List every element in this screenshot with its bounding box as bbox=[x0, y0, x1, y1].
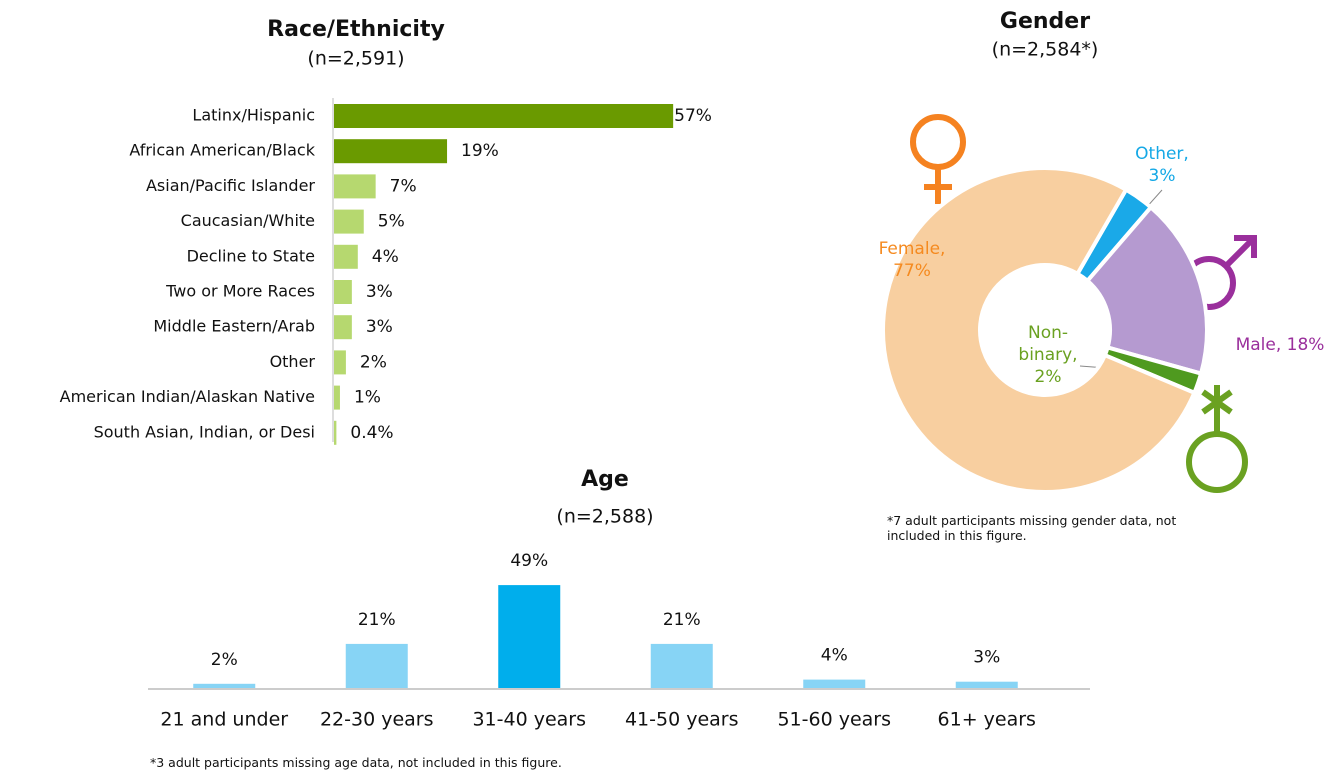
value-label: 7% bbox=[390, 176, 417, 196]
slice-label: Other, 3% bbox=[1135, 144, 1189, 186]
category-label: Two or More Races bbox=[165, 282, 315, 301]
bar bbox=[334, 139, 448, 164]
donut-slice bbox=[1084, 204, 1209, 377]
bar bbox=[334, 244, 358, 269]
bar bbox=[803, 679, 866, 688]
category-label: Latinx/Hispanic bbox=[192, 106, 315, 125]
bar bbox=[498, 585, 561, 688]
gender-subtitle: (n=2,584*) bbox=[992, 39, 1099, 61]
category-label: 51-60 years bbox=[777, 709, 891, 731]
age-note: *3 adult participants missing age data, … bbox=[150, 755, 562, 770]
bar bbox=[334, 280, 352, 304]
value-label: 21% bbox=[358, 610, 396, 630]
value-label: 3% bbox=[366, 317, 393, 337]
bar bbox=[334, 104, 674, 128]
donut-slice bbox=[880, 166, 1197, 494]
bar bbox=[345, 643, 408, 688]
category-label: Middle Eastern/Arab bbox=[153, 317, 315, 336]
category-label: African American/Black bbox=[129, 141, 315, 160]
value-label: 1% bbox=[354, 388, 381, 408]
bar bbox=[334, 385, 340, 410]
bar bbox=[334, 315, 352, 340]
slice-label: Non-binary, 2% bbox=[1018, 323, 1077, 387]
value-label: 2% bbox=[211, 650, 238, 670]
nonbinary-symbol bbox=[1186, 385, 1248, 493]
category-label: 41-50 years bbox=[625, 709, 739, 731]
category-label: American Indian/Alaskan Native bbox=[60, 387, 315, 406]
value-label: 57% bbox=[674, 106, 712, 126]
value-label: 2% bbox=[360, 352, 387, 372]
value-label: 4% bbox=[372, 247, 399, 267]
value-label: 4% bbox=[821, 646, 848, 666]
value-label: 3% bbox=[973, 648, 1000, 668]
slice-label: Male, 18% bbox=[1236, 335, 1325, 355]
value-label: 3% bbox=[366, 282, 393, 302]
bar bbox=[955, 681, 1018, 688]
bar bbox=[334, 350, 346, 375]
category-label: Decline to State bbox=[187, 246, 315, 265]
category-label: 21 and under bbox=[160, 709, 288, 731]
slice-label: Female, 77% bbox=[879, 239, 946, 281]
age-title: Age bbox=[581, 467, 629, 492]
gender-note: *7 adult participants missing gender dat… bbox=[887, 513, 1177, 543]
bar bbox=[334, 209, 364, 234]
race-title: Race/Ethnicity bbox=[267, 17, 445, 42]
bar bbox=[650, 643, 713, 688]
value-label: 19% bbox=[461, 141, 499, 161]
race-subtitle: (n=2,591) bbox=[307, 48, 404, 70]
category-label: 31-40 years bbox=[472, 709, 586, 731]
gender-title: Gender bbox=[1000, 9, 1090, 34]
category-label: Asian/Pacific Islander bbox=[146, 176, 315, 195]
value-label: 21% bbox=[663, 610, 701, 630]
value-label: 5% bbox=[378, 212, 405, 232]
category-label: 61+ years bbox=[938, 709, 1036, 731]
category-label: Other bbox=[270, 352, 316, 371]
bar bbox=[193, 683, 256, 688]
bar bbox=[334, 420, 337, 445]
category-label: Caucasian/White bbox=[181, 211, 315, 230]
age-subtitle: (n=2,588) bbox=[556, 506, 653, 528]
category-label: South Asian, Indian, or Desi bbox=[94, 422, 315, 441]
category-label: 22-30 years bbox=[320, 709, 434, 731]
value-label: 0.4% bbox=[350, 423, 393, 443]
value-label: 49% bbox=[510, 551, 548, 571]
female-symbol bbox=[910, 114, 966, 204]
bar bbox=[334, 174, 376, 199]
